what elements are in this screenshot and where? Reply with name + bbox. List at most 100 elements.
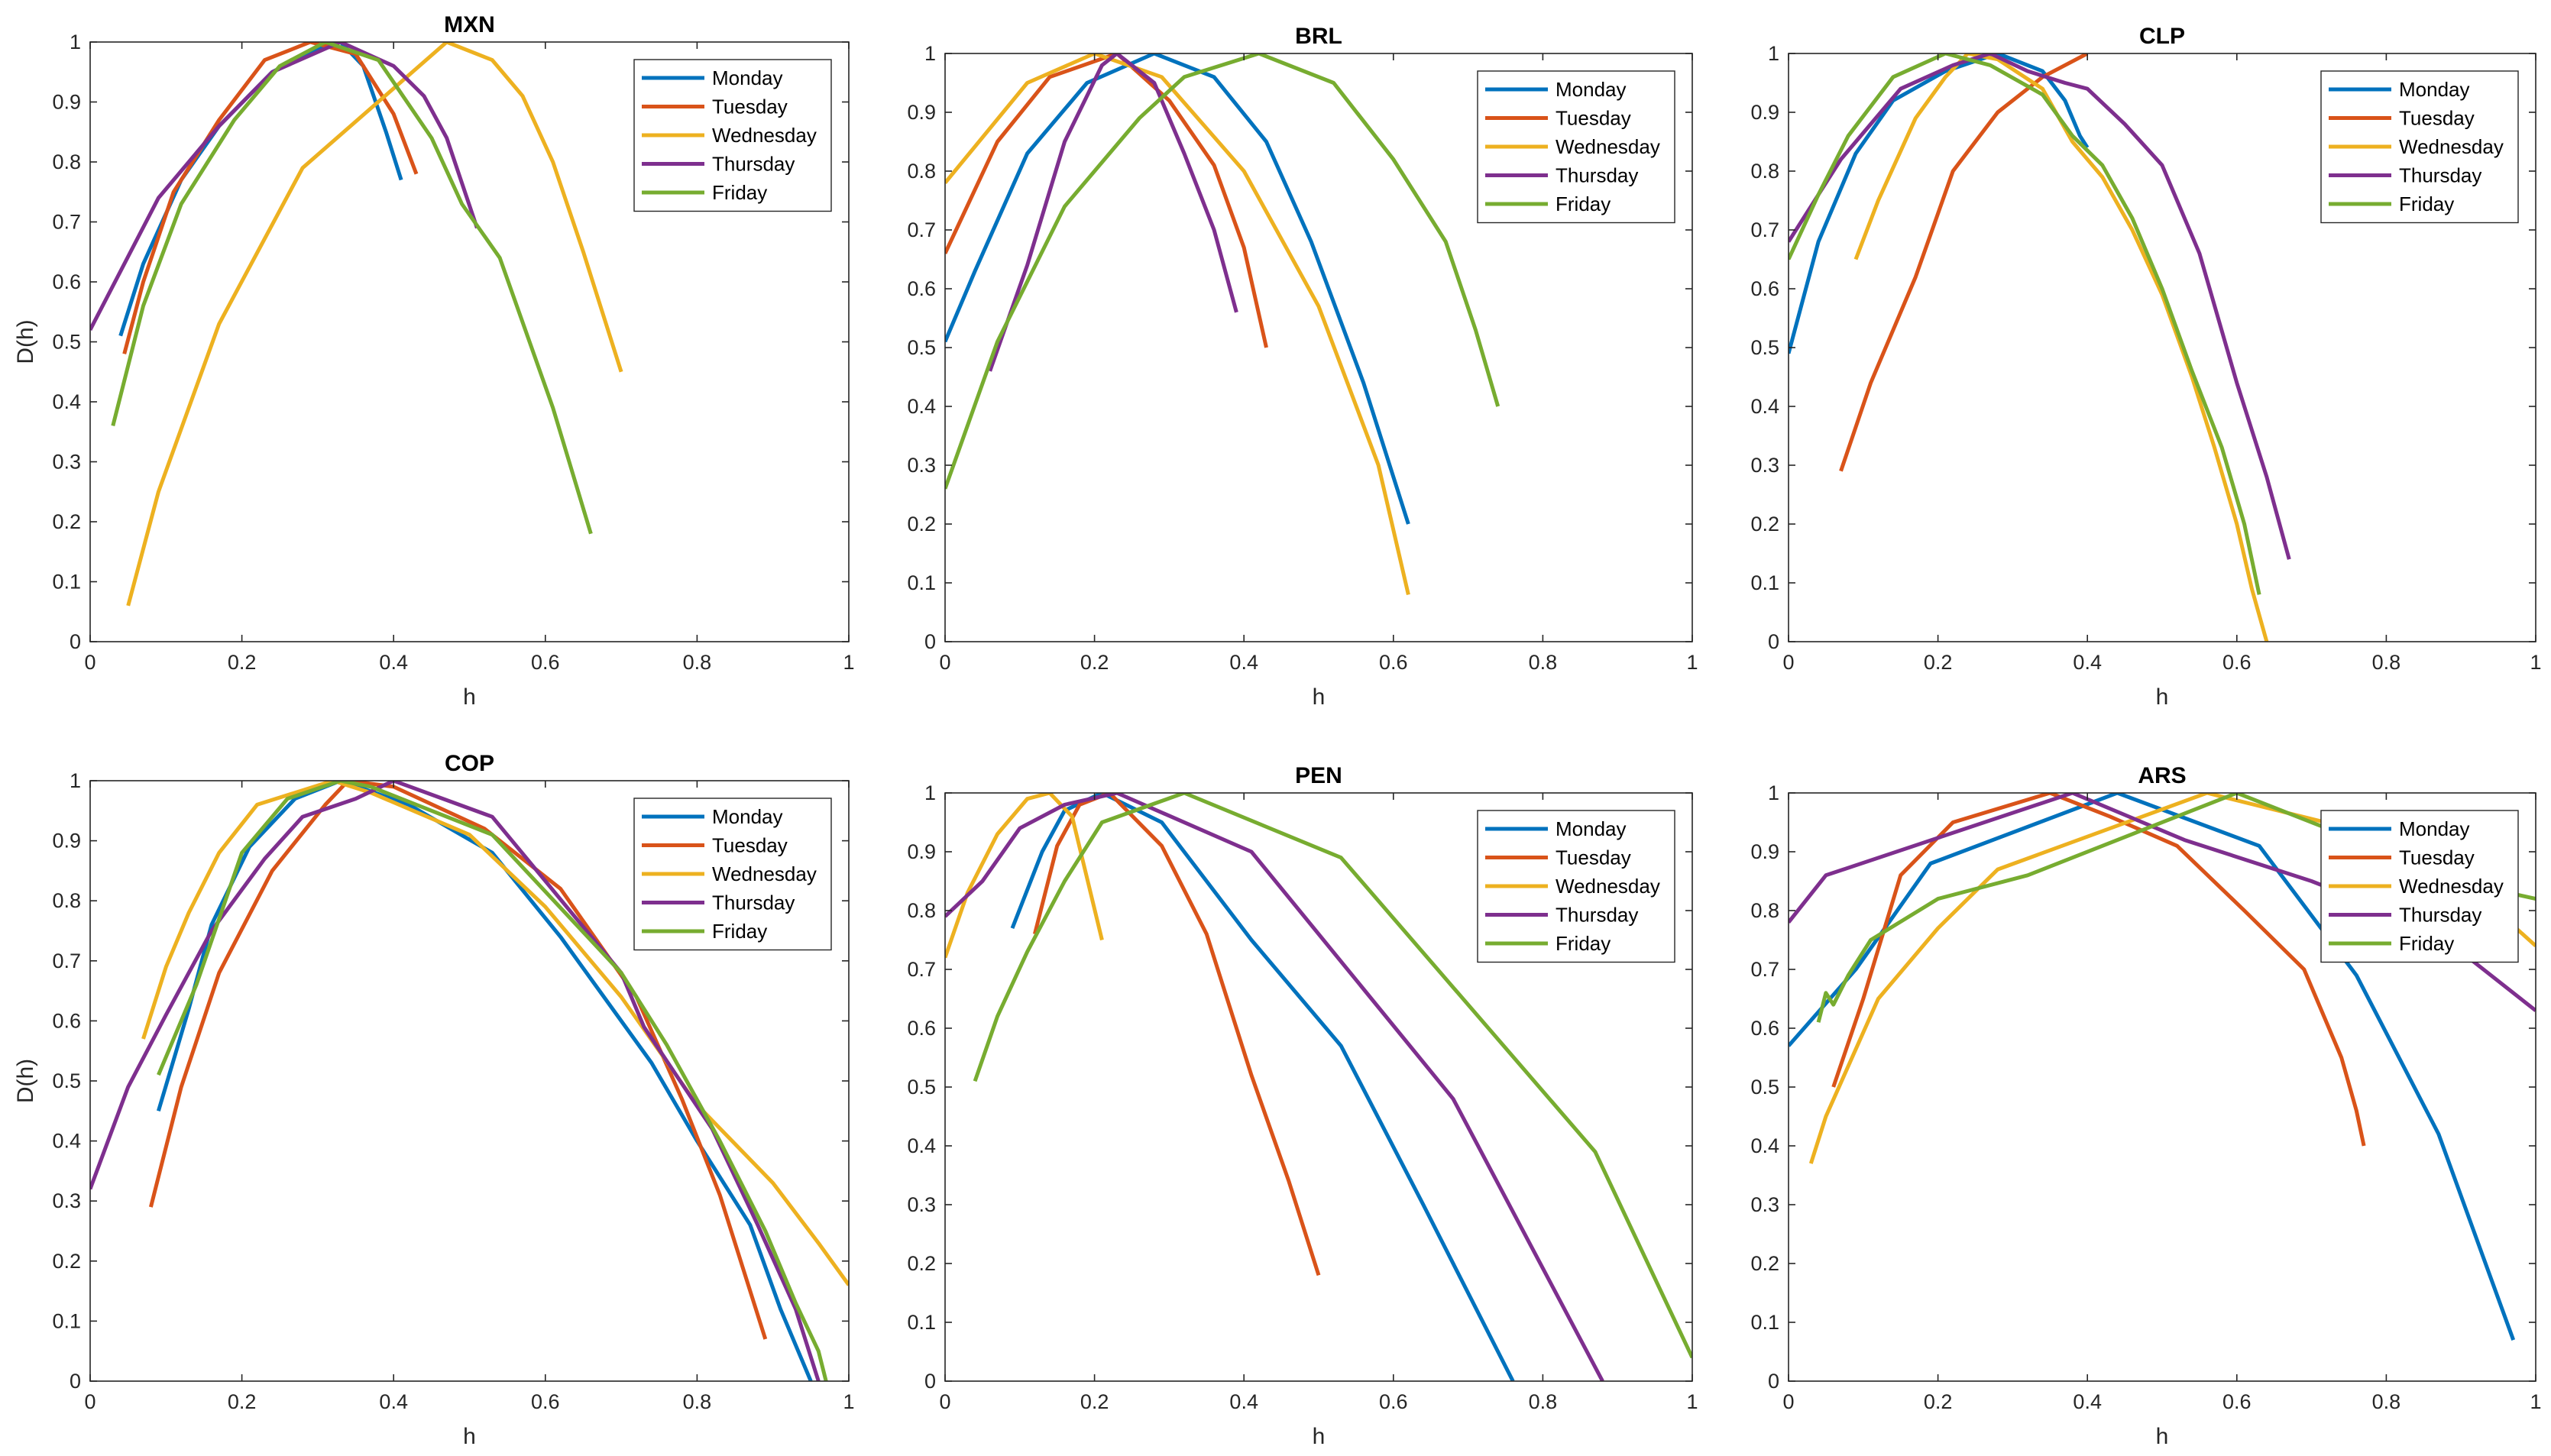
panel-mxn-ytick-label: 0: [70, 630, 81, 653]
panel-ars-ytick-label: 0.7: [1750, 958, 1779, 981]
panel-mxn-ytick-label: 0.7: [52, 211, 81, 234]
panel-pen-legend-label-friday: Friday: [1556, 932, 1611, 955]
panel-mxn-xtick-label: 0: [84, 651, 96, 674]
panel-clp-ytick-label: 0.1: [1750, 571, 1779, 594]
panel-mxn-series-friday: [111, 42, 593, 535]
panel-mxn-ytick-label: 0.5: [52, 331, 81, 354]
panel-mxn-ylabel: D(h): [13, 319, 38, 364]
panel-ars-ytick-label: 0.3: [1750, 1193, 1779, 1216]
panel-pen-ytick-label: 0.4: [907, 1134, 936, 1157]
panel-cop-ytick-label: 0.7: [52, 950, 81, 972]
panel-cop-series-friday: [157, 781, 828, 1381]
panel-cop-ytick-label: 0: [70, 1370, 81, 1393]
panel-mxn: 0 0.2 0.4 0.6 0.8 1 0 0.1 0.2 0.3 0.4 0.5 0.6 0.7 0.8 0…: [13, 12, 855, 710]
panel-ars: 0 0.2 0.4 0.6 0.8 1 0 0.1 0.2 0.3 0.4 0.5 0.6 0.7 0.8 0…: [1750, 763, 2541, 1449]
panel-mxn-ytick-label: 0.4: [52, 390, 81, 413]
panel-clp-series-friday: [1789, 53, 2261, 595]
panel-clp-ytick-label: 0.3: [1750, 454, 1779, 477]
panel-brl-xlabel: h: [1313, 684, 1326, 710]
panel-cop-ytick-label: 0.1: [52, 1309, 81, 1332]
panel-pen-ytick-label: 0.9: [907, 840, 936, 863]
panel-mxn-series-wednesday: [126, 42, 623, 607]
panel-pen-ytick-label: 1: [924, 781, 936, 804]
panel-pen-xlabel: h: [1313, 1424, 1326, 1449]
panel-mxn-ytick-label: 0.6: [52, 270, 81, 293]
panel-pen-title: PEN: [1295, 763, 1342, 788]
panel-ars-legend-label-friday: Friday: [2399, 932, 2454, 955]
panel-clp-ytick-label: 0.4: [1750, 395, 1779, 418]
panel-pen-series-tuesday: [1032, 793, 1321, 1276]
panel-cop-ytick-label: 0.2: [52, 1250, 81, 1273]
panel-mxn-series-group: [90, 42, 623, 607]
panel-pen-ytick-label: 0.2: [907, 1252, 936, 1275]
panel-clp-ytick-label: 0.6: [1750, 277, 1779, 300]
panel-ars-legend-label-monday: Monday: [2399, 817, 2470, 840]
panel-clp-xtick-label: 1: [2530, 651, 2541, 674]
panel-clp-ytick-label: 0.7: [1750, 218, 1779, 241]
panel-brl-ytick-label: 0: [924, 630, 936, 653]
panel-cop-ytick-label: 0.3: [52, 1189, 81, 1212]
panel-brl-series-friday: [945, 53, 1500, 490]
panel-cop-legend-label-tuesday: Tuesday: [712, 834, 788, 857]
panel-mxn-xlabel: h: [463, 684, 476, 710]
panel-ars-ytick-label: 0.4: [1750, 1134, 1779, 1157]
panel-cop-ytick-label: 0.4: [52, 1130, 81, 1153]
panel-brl-legend-label-friday: Friday: [1556, 193, 1611, 215]
panel-brl-ytick-label: 0.5: [907, 336, 936, 359]
panel-ars-ytick-label: 0.8: [1750, 899, 1779, 922]
panel-cop-ylabel: D(h): [13, 1059, 38, 1103]
panel-ars-ytick-label: 0.1: [1750, 1311, 1779, 1334]
panel-cop-series-thursday: [90, 781, 821, 1381]
panel-mxn-xtick-label: 0.6: [531, 651, 560, 674]
panel-brl-legend-label-thursday: Thursday: [1556, 164, 1638, 187]
panel-cop-legend-label-monday: Monday: [712, 805, 783, 828]
panel-mxn-series-tuesday: [122, 42, 419, 354]
panel-cop-ytick-label: 0.9: [52, 830, 81, 853]
panel-mxn-legend-label-tuesday: Tuesday: [712, 95, 788, 118]
panel-cop-legend-label-wednesday: Wednesday: [712, 862, 817, 885]
panel-pen-ytick-label: 0.1: [907, 1311, 936, 1334]
panel-brl-ytick-label: 1: [924, 42, 936, 65]
panel-clp-ytick-label: 0.8: [1750, 160, 1779, 183]
panel-brl-series-thursday: [988, 53, 1238, 372]
panel-mxn-title: MXN: [444, 12, 495, 37]
panel-pen-series-thursday: [945, 793, 1604, 1381]
panel-clp-legend-label-thursday: Thursday: [2399, 164, 2481, 187]
panel-cop-title: COP: [445, 751, 494, 776]
panel-pen-ytick-label: 0.8: [907, 899, 936, 922]
panel-pen-xtick-label: 1: [1686, 1390, 1698, 1413]
panel-clp-title: CLP: [2139, 24, 2185, 49]
panel-clp-legend-label-friday: Friday: [2399, 193, 2454, 215]
panel-mxn-legend: Monday Tuesday Wednesday Thursday Friday: [633, 59, 832, 212]
panel-pen-legend-label-wednesday: Wednesday: [1556, 875, 1660, 898]
panel-pen-xtick-label: 0: [939, 1390, 950, 1413]
panel-mxn-ytick-label: 1: [70, 31, 81, 53]
panel-mxn-xtick-label: 1: [843, 651, 854, 674]
panel-ars-xtick-label: 0.8: [2372, 1390, 2401, 1413]
panel-clp-xtick-label: 0.4: [2073, 651, 2102, 674]
panel-brl-xtick-label: 0.4: [1229, 651, 1258, 674]
panel-brl-series-tuesday: [945, 53, 1268, 348]
panel-cop-series-wednesday: [141, 781, 849, 1286]
panel-ars-xtick-label: 1: [2530, 1390, 2541, 1413]
panel-pen-ytick-label: 0.6: [907, 1017, 936, 1040]
panel-clp-legend-label-wednesday: Wednesday: [2399, 135, 2504, 158]
panel-brl-ytick-label: 0.6: [907, 277, 936, 300]
panel-cop-series-tuesday: [148, 781, 768, 1340]
panel-pen: 0 0.2 0.4 0.6 0.8 1 0 0.1 0.2 0.3 0.4 0.5 0.6 0.7 0.8 0…: [907, 763, 1698, 1449]
panel-mxn-legend-label-wednesday: Wednesday: [712, 124, 817, 147]
panel-mxn-xtick-label: 0.8: [683, 651, 712, 674]
panel-mxn-legend-label-monday: Monday: [712, 66, 783, 89]
panel-ars-legend-label-tuesday: Tuesday: [2399, 846, 2475, 869]
panel-brl-xtick-label: 1: [1686, 651, 1698, 674]
panel-ars-title: ARS: [2138, 763, 2186, 788]
panel-brl-xtick-label: 0.6: [1379, 651, 1408, 674]
panel-cop: 0 0.2 0.4 0.6 0.8 1 0 0.1 0.2 0.3 0.4 0.5 0.6 0.7 0.8 0…: [13, 751, 855, 1449]
panel-mxn-ytick-label: 0.3: [52, 451, 81, 474]
panel-cop-series-group: [90, 781, 849, 1381]
panel-mxn-ytick-label: 0.1: [52, 571, 81, 594]
panel-cop-ytick-label: 0.5: [52, 1069, 81, 1092]
panel-pen-ytick-label: 0.5: [907, 1076, 936, 1098]
panel-clp-ytick-label: 0.9: [1750, 101, 1779, 124]
